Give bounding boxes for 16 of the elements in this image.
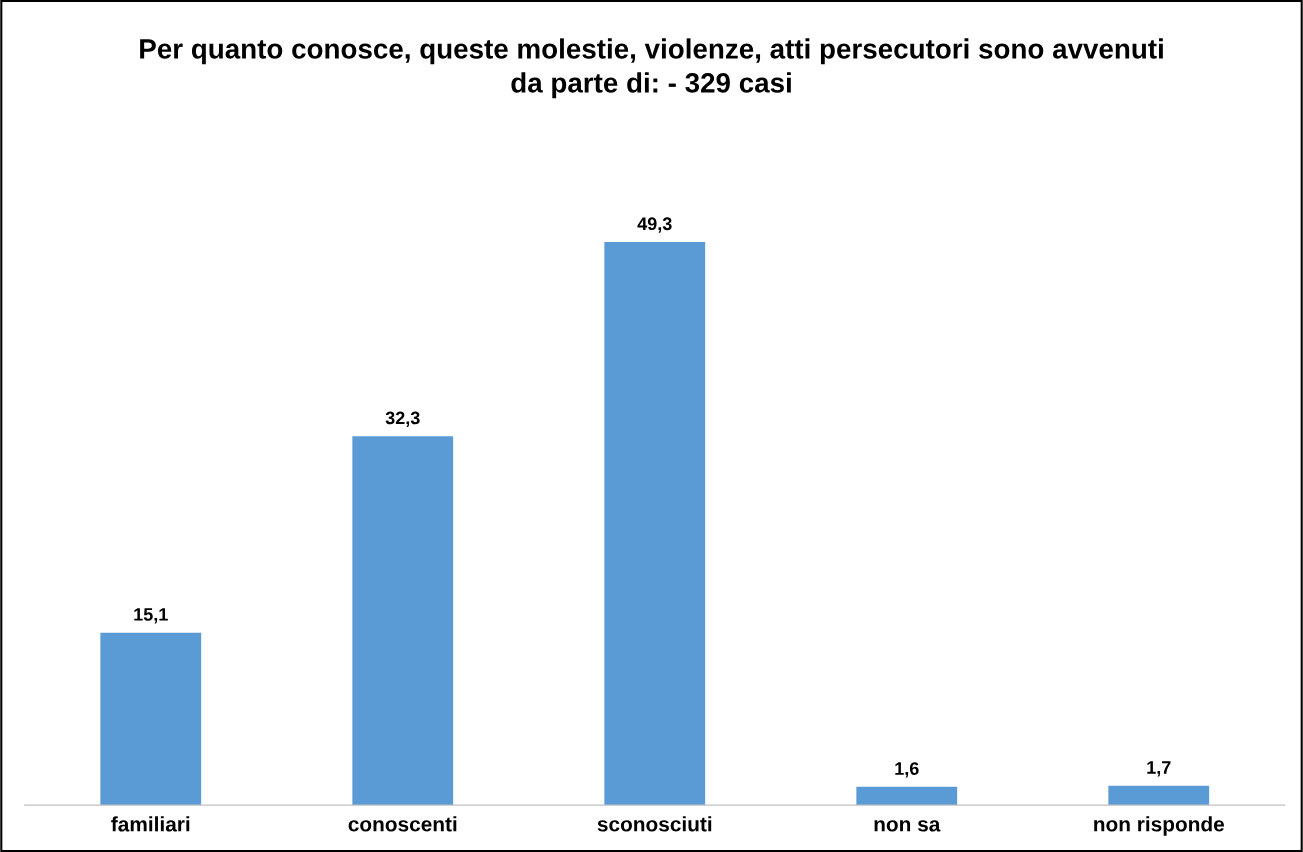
x-tick-label: familiari <box>111 816 190 832</box>
data-label: 15,1 <box>134 608 168 624</box>
bar <box>1108 785 1210 806</box>
x-tick-label: sconosciuti <box>597 816 712 832</box>
x-tick-label: conoscenti <box>348 816 457 832</box>
bar <box>604 242 706 806</box>
x-tick-label: non sa <box>874 820 941 832</box>
chart-title: Per quanto conosce, queste molestie, violenze, atti persecutori sono avvenuti da parte di: - 329 casi <box>140 38 1163 99</box>
data-label: 32,3 <box>385 411 420 427</box>
bar <box>100 632 202 806</box>
x-tick-label: non risponde <box>1094 816 1225 836</box>
bar <box>352 436 454 806</box>
bar <box>856 786 958 806</box>
data-label: 1,6 <box>895 762 919 778</box>
data-label: 49,3 <box>637 217 672 233</box>
data-label: 1,7 <box>1147 761 1171 777</box>
